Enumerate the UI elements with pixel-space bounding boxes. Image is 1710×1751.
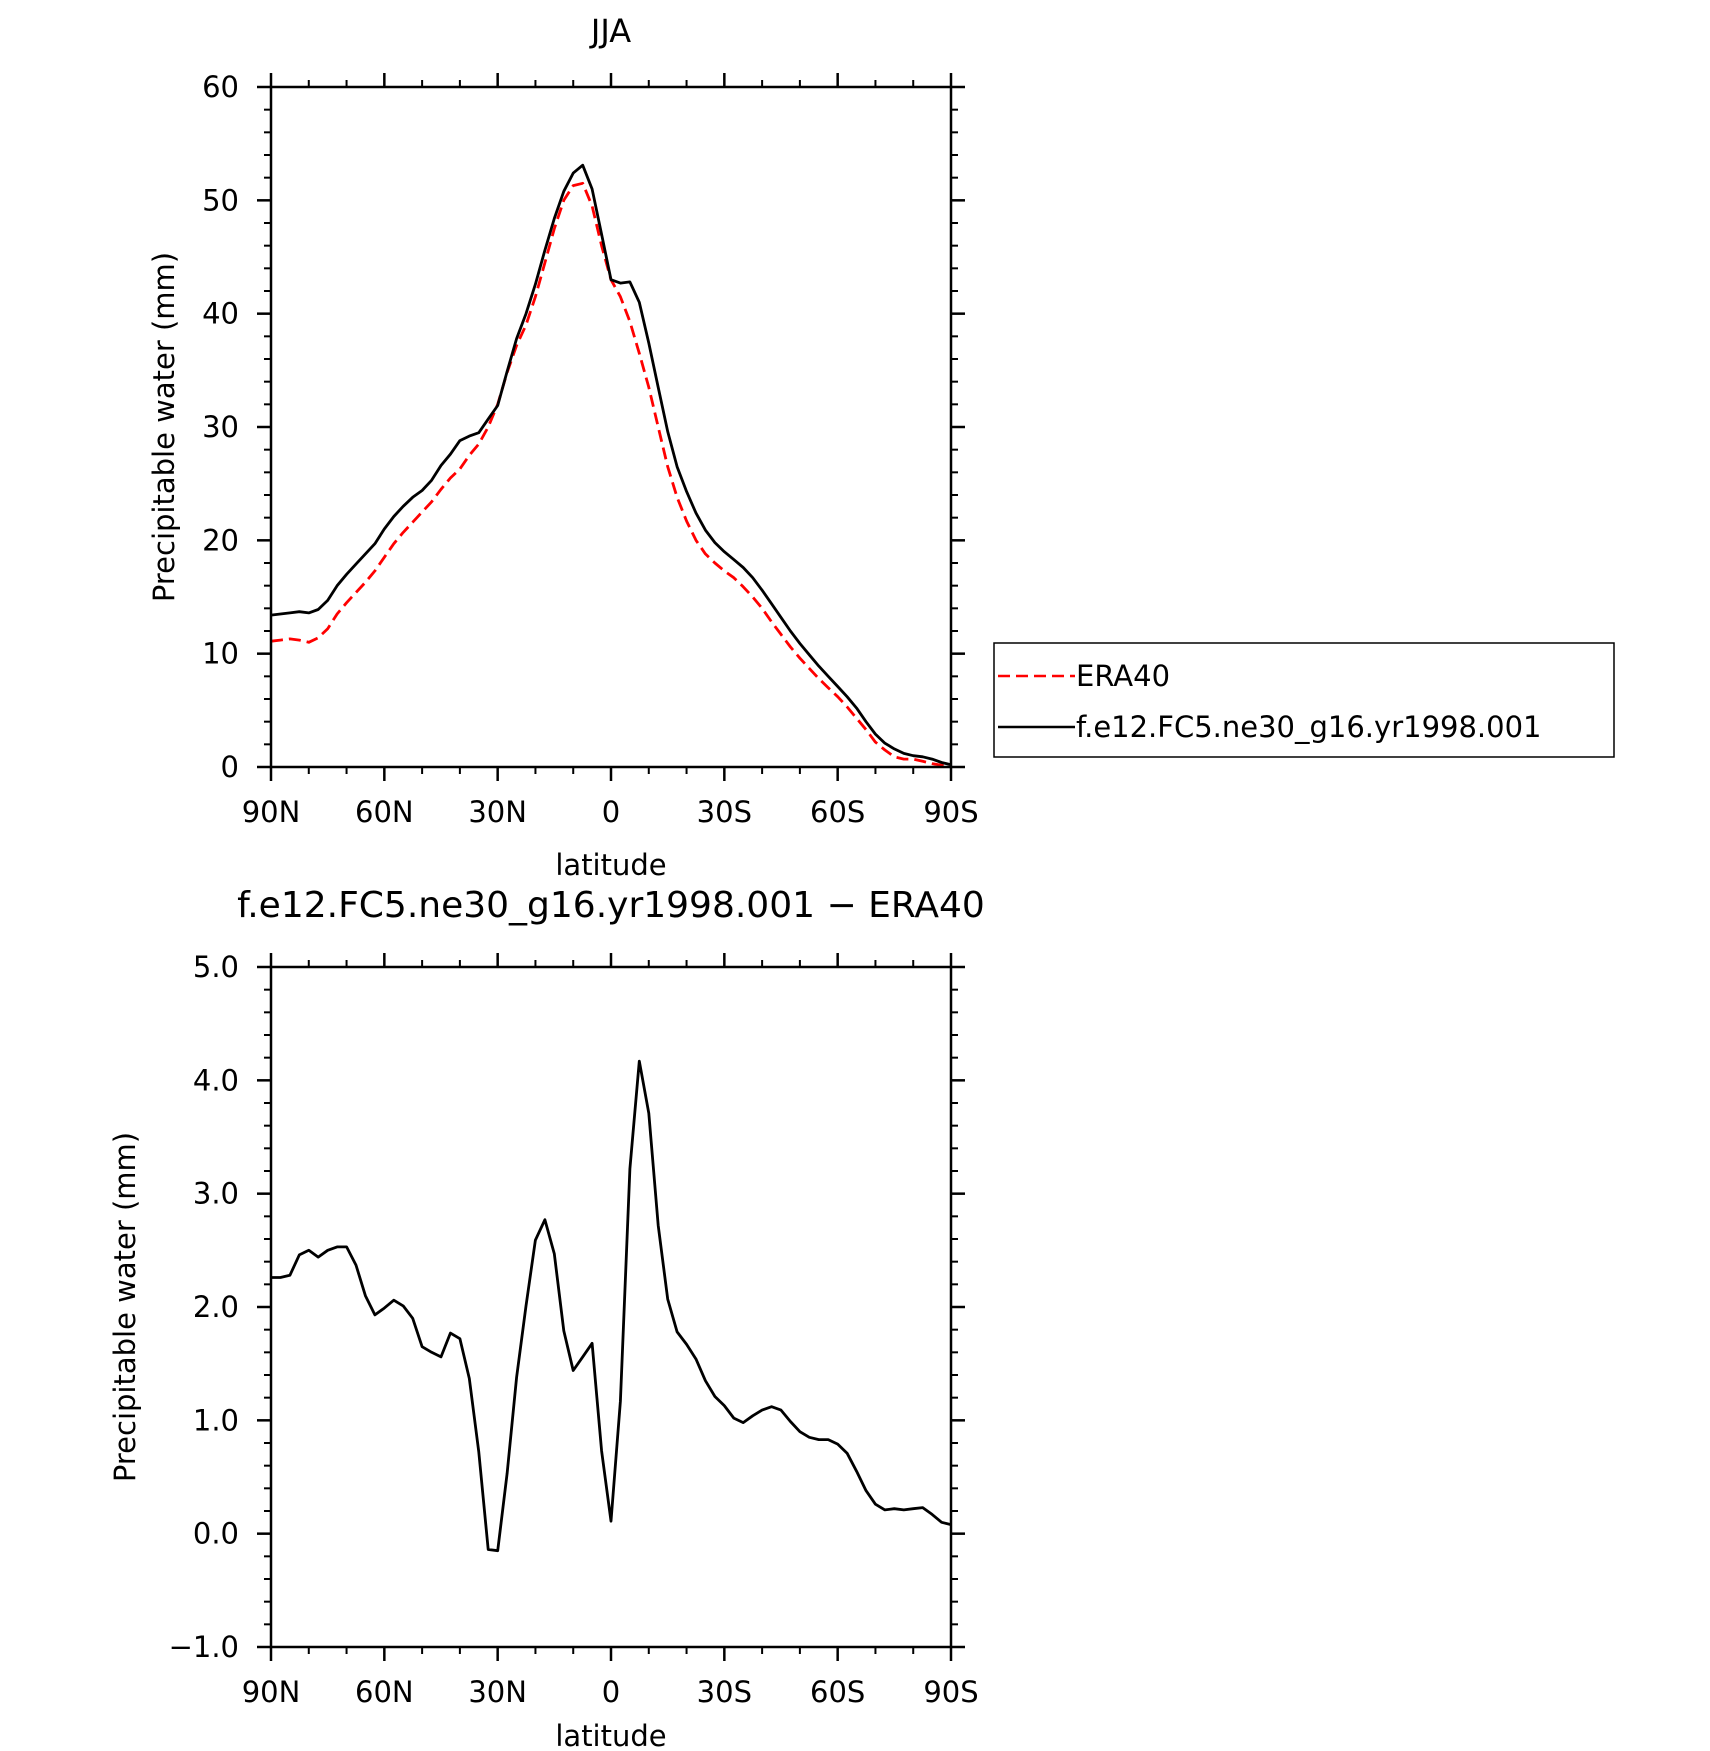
y-tick-label: 20 [202,523,239,557]
legend-box [993,642,1615,758]
series-line-difference [271,1059,952,1553]
y-tick-label: 30 [202,410,239,444]
plot-frame [269,965,953,1649]
x-axis-label: latitude [555,848,666,882]
y-tick-label: 40 [202,297,239,331]
y-tick-label: 50 [202,183,239,217]
x-tick-label: 60N [355,795,414,829]
x-tick-label: 90S [923,795,978,829]
y-axis-label: Precipitable water (mm) [108,1132,142,1482]
x-tick-label: 0 [602,1675,620,1709]
chart-title: JJA [589,12,631,50]
plot-frame [269,85,953,769]
x-tick-label: 60S [810,795,865,829]
legend: ERA40 f.e12.FC5.ne30_g16.yr1998.001 [993,642,1615,758]
chart-title: f.e12.FC5.ne30_g16.yr1998.001 − ERA40 [237,885,985,926]
x-tick-label: 90N [242,1675,301,1709]
x-tick-label: 0 [602,795,620,829]
y-tick-label: 3.0 [193,1177,239,1211]
legend-label-era40: ERA40 [1076,659,1170,693]
x-tick-label: 30S [697,795,752,829]
x-tick-label: 90S [923,1675,978,1709]
x-tick-label: 30S [697,1675,752,1709]
y-tick-label: −1.0 [169,1630,239,1664]
y-tick-label: 0 [221,750,239,784]
y-tick-label: 4.0 [193,1063,239,1097]
bottom-chart-panel: f.e12.FC5.ne30_g16.yr1998.001 − ERA40 90… [108,885,985,1751]
top-chart-panel: JJA 90N 60N 30N 0 30S 60S 90S 0 10 20 30 40 50 60 Pre… [147,12,1615,882]
x-tick-label: 90N [242,795,301,829]
y-tick-label: 5.0 [193,950,239,984]
y-tick-label: 2.0 [193,1290,239,1324]
x-tick-label: 60N [355,1675,414,1709]
y-tick-label: 10 [202,637,239,671]
x-tick-label: 30N [468,795,527,829]
series-line-model [270,163,952,767]
x-axis-label: latitude [555,1719,666,1751]
y-tick-label: 0.0 [193,1517,239,1551]
x-tick-label: 30N [468,1675,527,1709]
y-axis-label: Precipitable water (mm) [147,252,181,602]
legend-label-model: f.e12.FC5.ne30_g16.yr1998.001 [1076,710,1542,744]
series-line-era40 [270,181,952,768]
y-tick-label: 1.0 [193,1403,239,1437]
x-tick-label: 60S [810,1675,865,1709]
y-tick-label: 60 [202,70,239,104]
